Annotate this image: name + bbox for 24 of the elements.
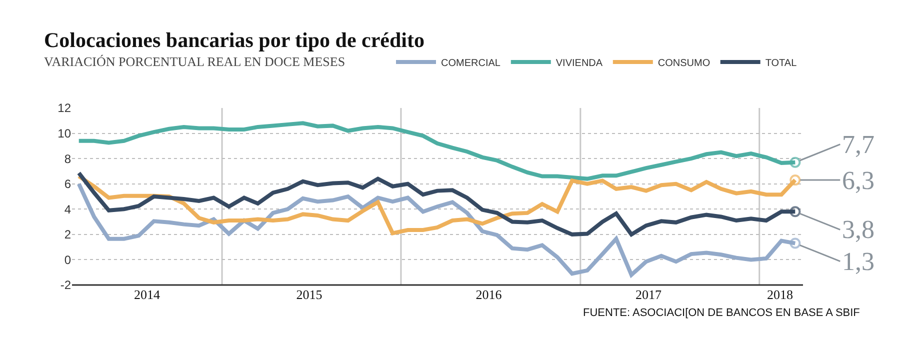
data-label: 6,3 xyxy=(842,166,874,195)
data-label: 7,7 xyxy=(842,130,874,159)
data-label: 1,3 xyxy=(842,247,874,276)
x-tick-label: 2018 xyxy=(766,287,793,302)
source-note: FUENTE: ASOCIACI[ON DE BANCOS EN BASE A SBIF xyxy=(583,307,860,319)
y-tick-label: 4 xyxy=(64,202,72,216)
chart-title: Colocaciones bancarias por tipo de crédito xyxy=(44,28,425,52)
y-tick-label: -2 xyxy=(60,278,72,292)
x-tick-label: 2015 xyxy=(296,287,322,302)
data-label: 3,8 xyxy=(842,215,874,244)
y-tick-label: 12 xyxy=(58,101,72,116)
x-tick-label: 2016 xyxy=(476,287,502,302)
x-tick-label: 2017 xyxy=(636,287,662,302)
y-tick-label: 0 xyxy=(64,252,72,267)
y-tick-label: 2 xyxy=(64,228,72,242)
legend-label: CONSUMO xyxy=(658,58,710,69)
y-tick-label: 10 xyxy=(58,126,72,140)
legend-label: VIVIENDA xyxy=(556,58,603,69)
legend-label: COMERCIAL xyxy=(441,58,501,69)
y-tick-label: 6 xyxy=(64,177,72,192)
chart-subtitle: VARIACIÓN PORCENTUAL REAL EN DOCE MESES xyxy=(44,54,346,69)
legend-label: TOTAL xyxy=(765,58,798,69)
y-tick-label: 8 xyxy=(64,152,72,166)
x-tick-label: 2014 xyxy=(134,287,161,302)
